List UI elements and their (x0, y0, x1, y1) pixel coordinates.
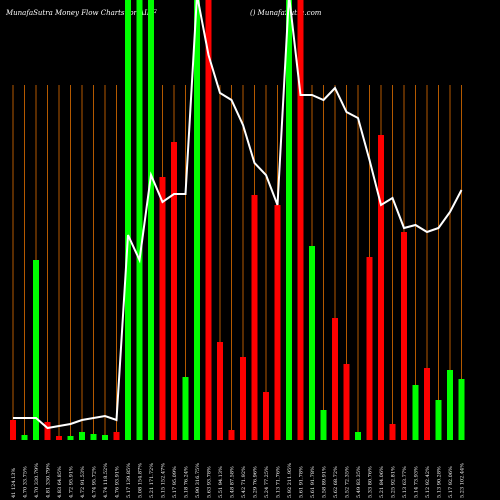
x-tick-label: 5.21 84.06% (379, 466, 385, 498)
x-tick-label: 5.61 91.78% (310, 466, 316, 498)
bar (378, 135, 384, 440)
x-tick-label: 4.70 33.75% (23, 466, 29, 498)
bar (435, 400, 442, 440)
x-tick-label: 5.12 92.42% (425, 466, 431, 498)
x-tick-label: 4.81 330.79% (46, 463, 52, 498)
x-tick-label: 4.72 91.53% (80, 466, 86, 498)
bar (125, 0, 131, 440)
bar (56, 436, 62, 440)
x-tick-label: 5.58 89.91% (322, 466, 328, 498)
bar (401, 232, 407, 440)
bar (159, 177, 166, 440)
x-tick-label: 5.17 92.06% (448, 466, 454, 498)
bar (366, 257, 373, 440)
x-tick-label: 5.63 93.78% (207, 466, 213, 498)
bar (44, 422, 51, 440)
x-tick-label: 5.51 94.13% (218, 466, 224, 498)
bar (251, 195, 258, 440)
chart-title: MunafaSutra Money Flow Charts for AIFF (5, 9, 158, 17)
bar (217, 342, 223, 440)
bar (148, 0, 154, 440)
x-tick-label: 5.25 92.81% (391, 466, 397, 498)
bar (228, 430, 235, 440)
line (13, 0, 463, 430)
x-tick-label: 5.15 152.47% (161, 463, 167, 498)
x-tick-label: 5.61 91.78% (299, 466, 305, 498)
bar (412, 385, 419, 440)
bar (424, 368, 430, 440)
x-tick-label: 5.14 73.93% (414, 466, 420, 498)
bar (332, 318, 338, 440)
bar (263, 392, 269, 440)
bar (182, 377, 189, 440)
x-tick-label: 4.74 118.52% (103, 463, 109, 498)
x-tick-label: 5.42 71.92% (241, 466, 247, 498)
x-tick-label: 5.23 102.44% (460, 463, 466, 498)
bar (10, 420, 16, 440)
bar (205, 0, 212, 440)
bar (21, 435, 28, 440)
bar (343, 364, 350, 440)
x-tick-label: 5.13 90.28% (437, 466, 443, 498)
x-tick-label: 5.49 83.35% (356, 466, 362, 498)
bar (171, 142, 177, 440)
bar (389, 424, 396, 440)
bar (194, 0, 200, 440)
bar (136, 0, 143, 440)
x-tick-label: 5.90 316.75% (195, 463, 201, 498)
x-tick-label: 4.83 64.85% (57, 466, 63, 498)
bar (90, 434, 97, 440)
x-tick-label: 5.17 139.85% (126, 463, 132, 498)
x-tick-label: 4.70 330.79% (34, 463, 40, 498)
chart-subtitle: () MunafaSutra.com (250, 9, 322, 17)
bar (286, 0, 292, 440)
x-tick-label: 5.21 171.72% (149, 463, 155, 498)
bar (113, 432, 120, 440)
x-tick-label: 4.72 95.91% (69, 466, 75, 498)
bar (274, 205, 281, 440)
x-tick-label: 5.13 71.76% (276, 466, 282, 498)
bar (33, 260, 39, 440)
bar (458, 379, 465, 440)
bar (447, 370, 453, 440)
x-tick-label: 5.92 211.95% (287, 463, 293, 498)
x-tick-label: 5.52 72.35% (345, 466, 351, 498)
bar (297, 0, 304, 440)
bar (240, 357, 246, 440)
x-tick-label: 5.24 77.25% (264, 466, 270, 498)
x-tick-label: 41 124.13% (11, 468, 17, 498)
x-tick-label: 5.48 87.58% (230, 466, 236, 498)
x-tick-label: 5.29 76.96% (253, 466, 259, 498)
x-tick-label: 5.62 68.72% (333, 466, 339, 498)
bar (320, 410, 327, 440)
x-tick-label: 4.74 95.72% (92, 466, 98, 498)
x-tick-label: 5.13 63.77% (402, 466, 408, 498)
bar (355, 432, 361, 440)
bar (79, 432, 85, 440)
bar (102, 435, 108, 440)
x-tick-label: 5.17 95.09% (172, 466, 178, 498)
x-tick-label: 5.33 80.76% (368, 466, 374, 498)
bar (309, 246, 315, 440)
x-tick-label: 5.18 76.24% (184, 466, 190, 498)
bar (67, 436, 74, 440)
x-tick-label: 4.76 93.91% (115, 466, 121, 498)
x-tick-label: 5.08 154.87% (138, 463, 144, 498)
